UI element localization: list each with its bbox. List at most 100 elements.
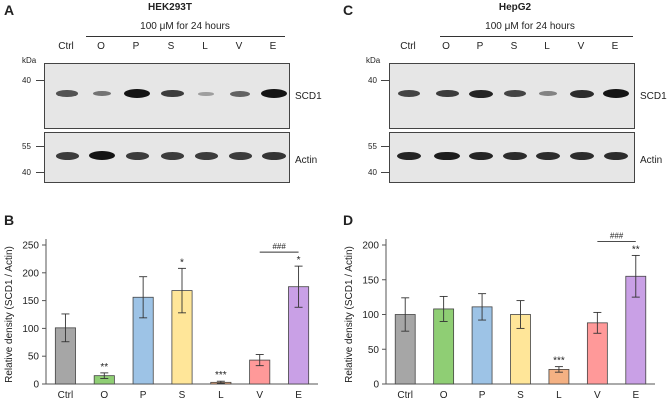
x-tick-label: P [140,390,147,401]
protein-band [535,151,561,160]
protein-band [55,152,79,160]
lane-label: S [167,41,175,52]
protein-label-a-scd1: SCD1 [295,91,322,102]
protein-band [198,91,214,96]
protein-label-a-actin: Actin [295,155,318,166]
protein-band [56,90,78,97]
cell-line-title-c: HepG2 [498,2,532,13]
western-blot-c-actin [389,132,635,183]
protein-band [569,151,595,160]
protein-band [502,151,528,160]
protein-band [603,89,629,99]
protein-band [262,152,286,160]
x-tick-label: O [100,390,108,401]
y-axis-label: Relative density (SCD1 / Actin) [344,246,355,383]
protein-band [468,151,494,161]
lane-label: V [235,41,243,52]
mw-marker-c-scd1-40: 40 [368,76,377,85]
protein-band [434,151,460,161]
x-tick-label: L [556,390,562,401]
x-tick-label: S [179,390,186,401]
x-tick-label: S [517,390,524,401]
x-tick-label: Ctrl [397,390,413,401]
protein-band [230,90,250,97]
protein-band [194,152,218,160]
significance-label: *** [215,370,227,381]
cell-line-title-a: HEK293T [148,2,192,13]
protein-label-c-scd1: SCD1 [640,91,667,102]
y-axis-label: Relative density (SCD1 / Actin) [4,246,15,383]
kda-label-c: kDa [366,56,381,65]
kda-label-a: kDa [22,56,37,65]
protein-band [397,90,421,98]
lane-label: E [611,41,619,52]
protein-band [539,91,557,97]
mw-tick [36,146,44,147]
protein-band [160,152,184,160]
significance-label: * [297,255,301,266]
lane-label: P [476,41,484,52]
significance-label: ** [100,362,108,373]
lane-label: Ctrl [58,41,74,52]
protein-band [435,89,459,98]
protein-band [125,152,149,160]
y-tick-label: 200 [22,268,39,279]
bracket-label: ### [610,231,624,240]
lane-label: L [202,41,208,52]
x-tick-label: E [295,390,302,401]
lane-label: P [132,41,140,52]
treatment-line-c [440,36,633,37]
protein-label-c-actin: Actin [640,155,663,166]
x-tick-label: O [440,390,448,401]
western-blot-a-actin [44,132,290,183]
panel-letter-b: B [4,212,15,228]
protein-band [396,151,422,161]
significance-label: * [180,257,184,268]
bar-chart-b: Relative density (SCD1 / Actin) 0 50 100 150… [4,239,318,401]
mw-tick [381,146,389,147]
y-tick-label: 50 [28,352,40,363]
panel-letter-d: D [343,212,354,228]
protein-band [228,152,252,160]
treatment-label-c: 100 μM for 24 hours [485,21,575,32]
y-tick-label: 0 [373,380,379,391]
y-tick-label: 50 [368,345,380,356]
mw-tick [381,172,389,173]
lane-label: Ctrl [400,41,416,52]
mw-tick [381,80,389,81]
mw-marker-a-actin-55: 55 [22,142,31,151]
y-tick-label: 200 [362,241,379,252]
protein-band [468,89,494,98]
x-tick-label: P [479,390,486,401]
significance-label: *** [553,356,565,367]
y-tick-label: 0 [33,380,39,391]
lane-label: V [577,41,585,52]
protein-band [124,89,150,99]
panel-letter-a: A [4,2,15,18]
mw-tick [36,172,44,173]
lane-label: O [442,41,450,52]
y-tick-label: 100 [22,324,39,335]
x-tick-label: L [218,390,224,401]
y-tick-label: 150 [362,275,379,286]
mw-marker-c-actin-40: 40 [368,168,377,177]
mw-marker-c-actin-55: 55 [368,142,377,151]
y-tick-label: 100 [362,310,379,321]
protein-band [160,89,184,98]
lane-label: L [544,41,550,52]
mw-marker-a-actin-40: 40 [22,168,31,177]
western-blot-a-scd1 [44,63,290,129]
treatment-label-a: 100 μM for 24 hours [140,21,230,32]
protein-band [569,89,595,98]
y-tick-label: 250 [22,241,39,252]
bracket-label: ### [272,242,286,251]
significance-label: ** [632,244,640,255]
panel-letter-c: C [343,2,354,18]
protein-band [261,89,287,99]
western-blot-c-scd1 [389,63,635,129]
x-tick-label: V [256,390,263,401]
protein-band [503,90,527,98]
x-tick-label: E [632,390,639,401]
protein-band [603,151,629,160]
protein-band [92,91,112,97]
